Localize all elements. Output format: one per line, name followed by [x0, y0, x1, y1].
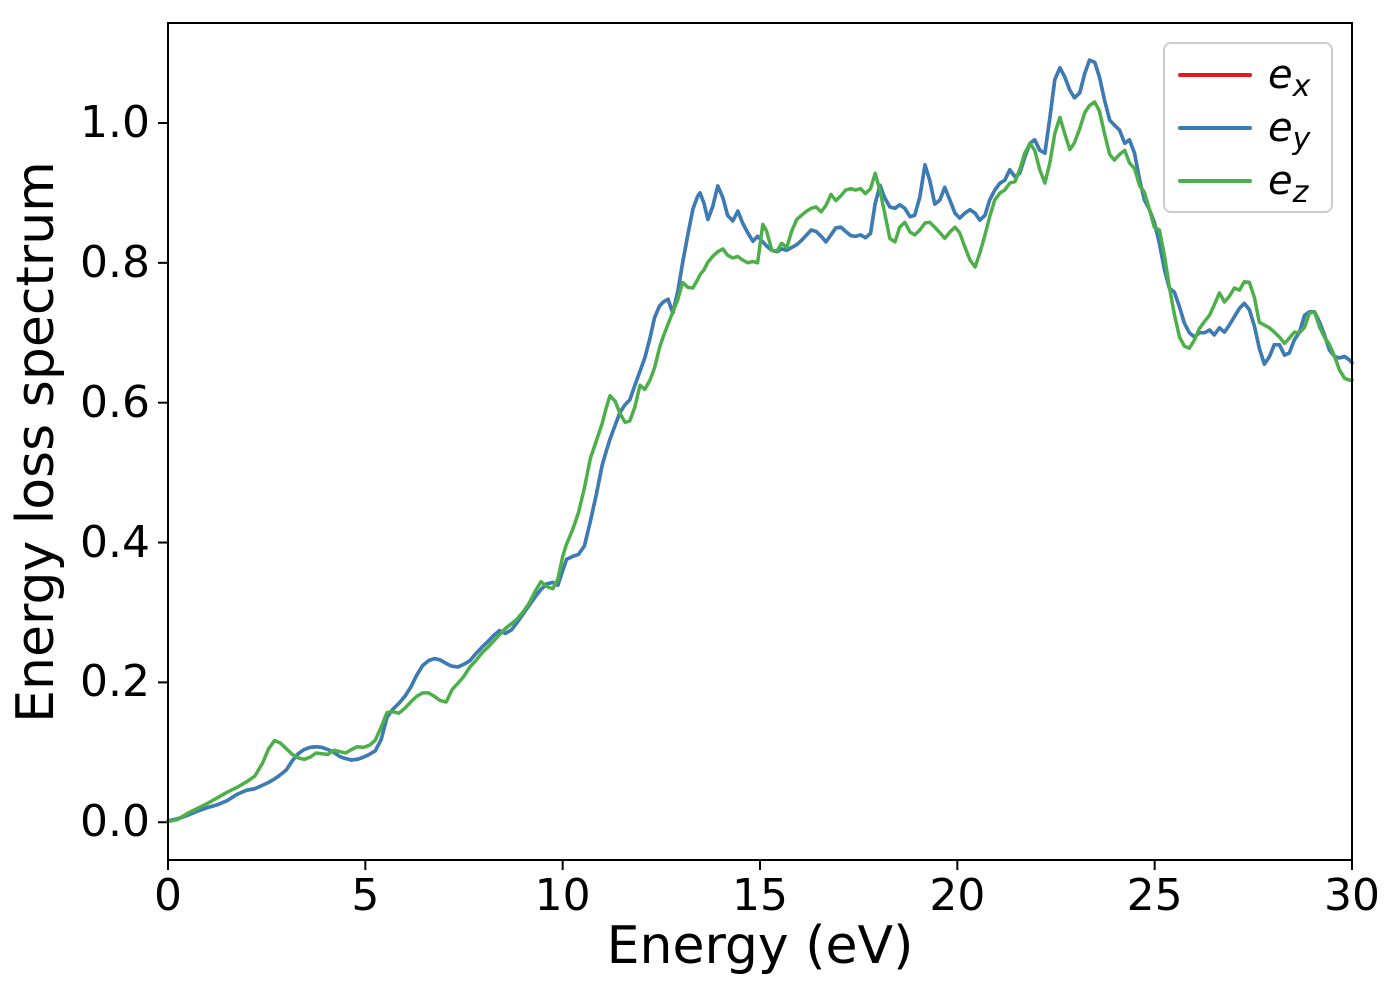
legend-label-ey: ey [1268, 104, 1311, 157]
x-tick-label: 0 [154, 870, 182, 921]
x-tick-label: 15 [732, 870, 788, 921]
legend-label-ez: ez [1268, 157, 1309, 210]
y-tick-label: 0.8 [80, 236, 150, 288]
legend-line-ez [1178, 178, 1252, 183]
x-tick-label: 5 [351, 870, 380, 921]
legend-item-ex: ex [1165, 49, 1331, 101]
legend-item-ez: ez [1165, 155, 1331, 207]
series-e_z-line [166, 100, 1354, 824]
x-tick-label: 20 [929, 870, 986, 921]
legend-line-ey [1178, 125, 1252, 130]
x-tick-label: 10 [534, 870, 591, 921]
y-tick-label: 1.0 [80, 96, 150, 148]
legend-box: ex ey ez [1163, 42, 1333, 213]
plot-border [167, 22, 1353, 861]
legend-item-ey: ey [1165, 102, 1331, 154]
y-tick-label: 0.2 [80, 656, 150, 708]
x-tick-label: 25 [1126, 870, 1183, 921]
legend-line-ex [1178, 72, 1252, 77]
x-tick-label: 30 [1324, 870, 1380, 921]
y-tick-label: 0.4 [80, 516, 150, 568]
legend-label-ex: ex [1268, 51, 1311, 104]
y-tick-label: 0.0 [80, 796, 150, 848]
y-tick-label: 0.6 [80, 376, 150, 428]
x-axis-label: Energy (eV) [606, 916, 914, 976]
